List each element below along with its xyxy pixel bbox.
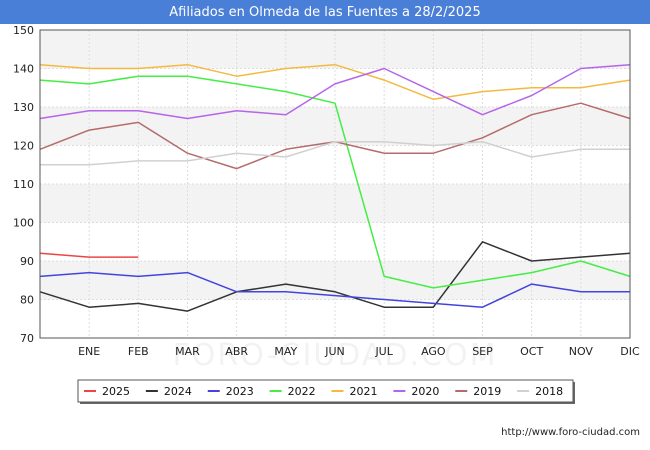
series-line-2018 <box>40 140 630 166</box>
series-line-2023 <box>39 271 630 308</box>
legend-box <box>77 379 574 403</box>
y-tick-label: 110 <box>13 178 34 191</box>
x-tick-label: ENE <box>78 345 100 358</box>
x-tick-label: JUL <box>374 345 393 358</box>
legend-label-2018: 2018 <box>535 385 563 398</box>
series-line-2020 <box>39 63 631 120</box>
chart-title: Afiliados en Olmeda de las Fuentes a 28/… <box>0 0 650 24</box>
legend-label-2023: 2023 <box>226 385 254 398</box>
x-tick-label: FEB <box>128 345 149 358</box>
series-line-2022 <box>39 75 631 289</box>
x-tick-label: ABR <box>225 345 248 358</box>
x-tick-label: DIC <box>620 345 640 358</box>
y-tick-label: 80 <box>20 294 34 307</box>
x-tick-label: OCT <box>520 345 543 358</box>
watermark-text: FORO-CIUDAD.COM <box>173 338 498 373</box>
chart-title-text: Afiliados en Olmeda de las Fuentes a 28/… <box>169 4 481 20</box>
y-tick-label: 70 <box>20 332 34 345</box>
legend-label-2025: 2025 <box>102 385 130 398</box>
legend-label-2021: 2021 <box>350 385 378 398</box>
series-line-2024 <box>39 241 631 312</box>
legend-label-2022: 2022 <box>288 385 316 398</box>
series-line-2021 <box>39 63 631 101</box>
legend-label-2024: 2024 <box>164 385 192 398</box>
x-tick-label: NOV <box>569 345 594 358</box>
y-tick-label: 130 <box>13 101 34 114</box>
y-tick-label: 90 <box>20 255 34 268</box>
y-tick-label: 140 <box>13 63 34 76</box>
x-tick-label: MAR <box>175 345 200 358</box>
x-tick-label: JUN <box>324 345 345 358</box>
y-tick-label: 150 <box>13 24 34 37</box>
plot-border <box>39 29 631 339</box>
legend-label-2019: 2019 <box>473 385 501 398</box>
series-line-2025 <box>39 252 139 258</box>
y-tick-label: 100 <box>13 217 34 230</box>
y-tick-label: 120 <box>13 140 34 153</box>
x-tick-label: AGO <box>421 345 446 358</box>
x-tick-label: SEP <box>472 345 493 358</box>
x-tick-label: MAY <box>274 345 297 358</box>
source-url: http://www.foro-ciudad.com <box>501 427 640 438</box>
legend-label-2020: 2020 <box>411 385 439 398</box>
